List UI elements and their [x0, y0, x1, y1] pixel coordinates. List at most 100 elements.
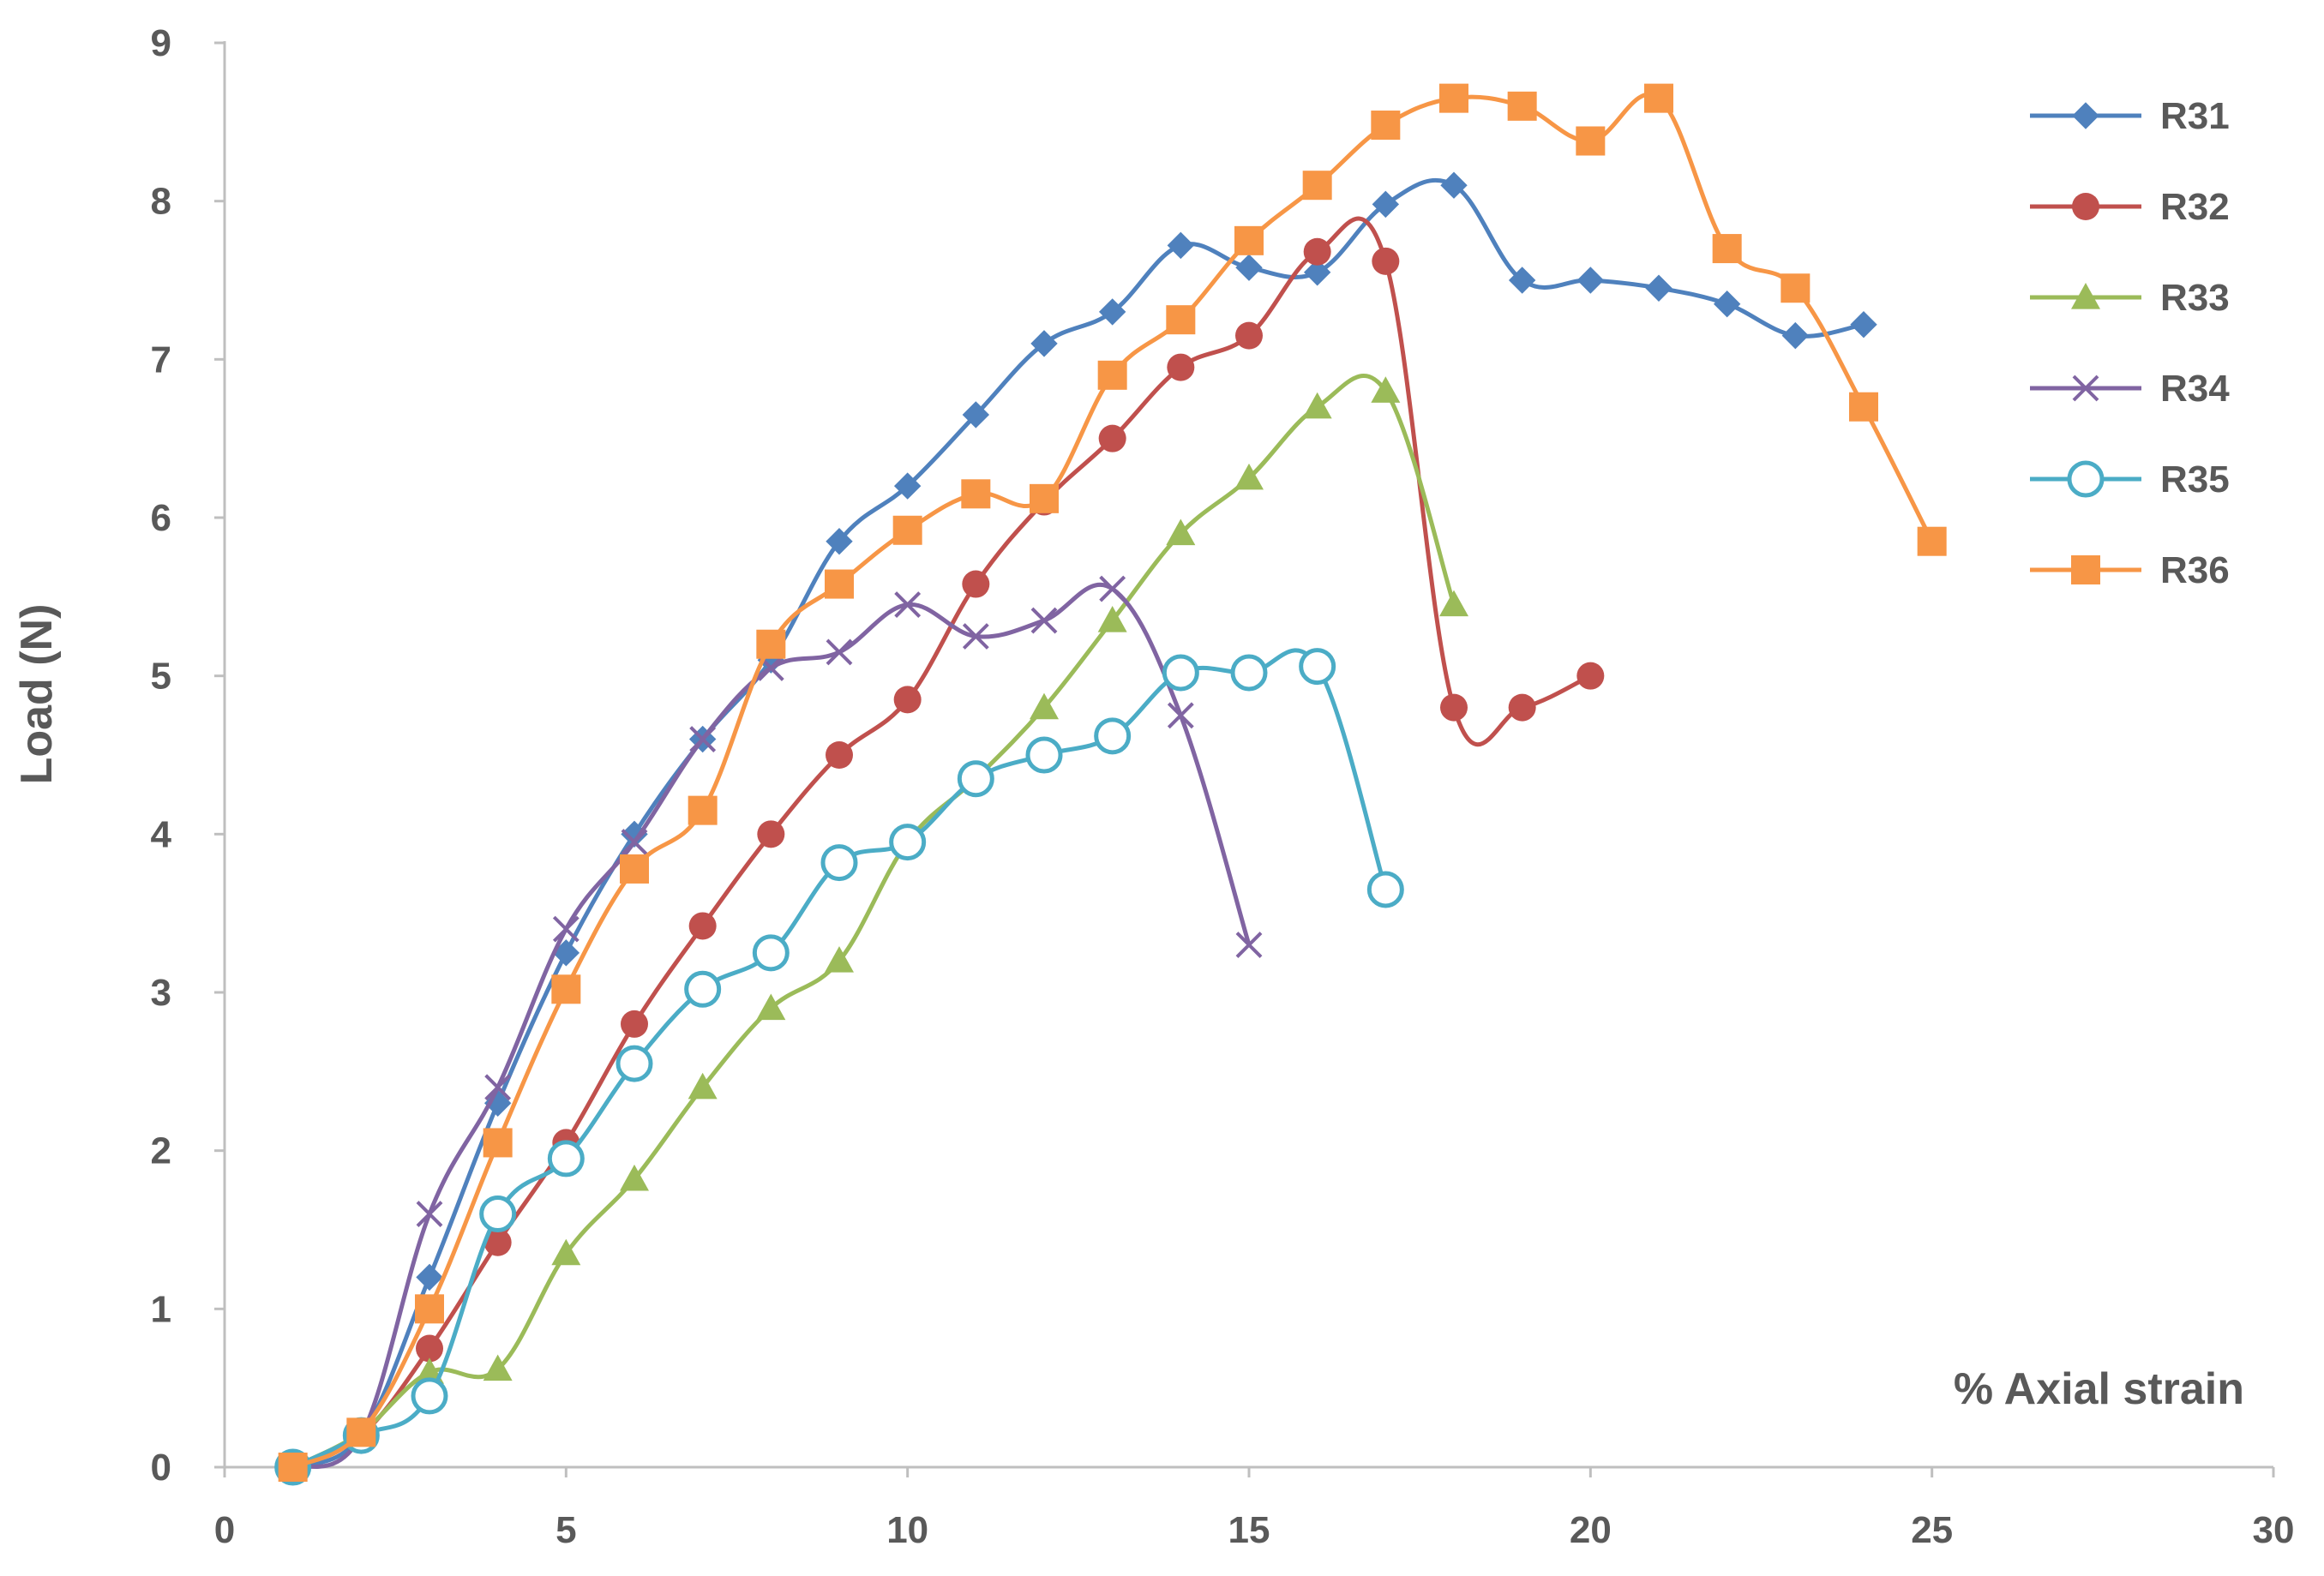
data-point-r36	[1507, 91, 1537, 121]
data-point-r33	[1439, 590, 1468, 617]
data-point-r34	[416, 1201, 443, 1227]
data-point-r31	[893, 472, 922, 500]
data-point-r36	[892, 515, 922, 545]
data-point-r31	[1030, 330, 1058, 357]
x-tick-label: 5	[555, 1509, 576, 1551]
data-point-r33	[1097, 606, 1127, 632]
data-point-r33	[1234, 463, 1264, 490]
legend-marker-r36	[2071, 555, 2100, 584]
data-point-r36	[278, 1453, 308, 1482]
data-point-r31	[1440, 171, 1468, 199]
data-point-r35	[684, 970, 722, 1008]
data-point-r34	[894, 591, 922, 618]
legend-marker-r31	[2072, 102, 2099, 129]
data-point-r32	[1303, 237, 1331, 266]
x-tick-label: 20	[1570, 1509, 1612, 1551]
data-point-r35	[1230, 654, 1268, 692]
series-line-r35	[291, 648, 1388, 1470]
data-point-r32	[1235, 321, 1263, 350]
data-point-r35	[479, 1195, 517, 1233]
data-point-r36	[961, 479, 991, 509]
data-point-r34	[1030, 607, 1058, 634]
legend-label-r32: R32	[2160, 186, 2230, 228]
data-point-r36	[483, 1128, 513, 1158]
y-tick-label: 8	[151, 181, 171, 223]
data-point-r36	[1234, 225, 1264, 255]
data-point-r35	[957, 760, 994, 798]
data-point-r35	[411, 1377, 448, 1415]
data-point-r35	[1366, 871, 1404, 908]
data-point-r32	[757, 820, 785, 848]
y-tick-label: 9	[151, 22, 171, 64]
data-point-r32	[483, 1228, 512, 1256]
legend: R31 R32 R33 R34 R35 R36	[2030, 95, 2230, 591]
data-point-r33	[688, 1072, 718, 1100]
data-point-r32	[1167, 353, 1195, 381]
data-point-r31	[1167, 231, 1195, 260]
series-r36	[278, 83, 1947, 1482]
data-point-r36	[1097, 360, 1127, 390]
x-tick-label: 10	[886, 1509, 928, 1551]
data-point-r31	[1508, 267, 1536, 294]
legend-label-r35: R35	[2160, 458, 2230, 500]
data-point-r34	[962, 623, 989, 650]
legend-item-r36: R36	[2030, 549, 2230, 591]
data-point-r35	[1025, 736, 1063, 774]
data-point-r31	[1713, 290, 1741, 318]
data-point-r34	[826, 638, 853, 666]
data-point-r35	[547, 1140, 585, 1178]
series-layer	[274, 83, 1947, 1486]
data-point-r34	[552, 915, 579, 943]
y-tick-label: 3	[151, 972, 171, 1014]
data-point-r33	[1302, 392, 1332, 419]
data-point-r36	[825, 569, 854, 599]
legend-item-r35: R35	[2030, 458, 2230, 500]
x-tick-label: 15	[1228, 1509, 1270, 1551]
x-axis-title: % Axial strain	[1954, 1364, 2244, 1414]
data-point-r36	[756, 629, 786, 659]
data-point-r34	[1099, 575, 1126, 602]
x-tick-label: 25	[1911, 1509, 1953, 1551]
x-tick-label: 30	[2253, 1509, 2295, 1551]
data-point-r32	[621, 1010, 648, 1038]
legend-marker-r33	[2071, 283, 2100, 309]
data-point-r34	[1235, 932, 1263, 959]
data-point-r36	[1917, 526, 1947, 556]
legend-item-r31: R31	[2030, 95, 2230, 137]
data-point-r35	[1299, 648, 1336, 686]
series-line-r36	[291, 92, 1935, 1470]
data-point-r35	[752, 934, 790, 972]
data-point-r31	[1781, 321, 1810, 350]
data-point-r32	[1576, 662, 1605, 690]
legend-label-r33: R33	[2160, 277, 2230, 319]
y-tick-label: 6	[151, 497, 171, 539]
legend-item-r32: R32	[2030, 186, 2230, 228]
legend-marker-r32	[2072, 193, 2099, 220]
data-point-r36	[551, 974, 581, 1004]
data-point-r33	[620, 1164, 649, 1191]
data-point-r36	[1371, 111, 1401, 141]
data-point-r36	[415, 1294, 444, 1324]
legend-marker-r34	[2072, 375, 2099, 402]
data-point-r36	[1302, 171, 1332, 201]
data-point-r35	[820, 844, 858, 882]
y-tick-label: 5	[151, 656, 171, 698]
data-point-r35	[889, 824, 927, 861]
data-point-r31	[1372, 190, 1400, 219]
data-point-r35	[616, 1045, 653, 1082]
data-point-r34	[689, 726, 717, 752]
y-tick-label: 2	[151, 1130, 171, 1172]
data-point-r32	[416, 1334, 443, 1363]
series-r32	[279, 216, 1605, 1481]
data-point-r32	[826, 741, 853, 769]
data-point-r36	[1849, 392, 1878, 422]
data-point-r36	[620, 854, 649, 884]
data-point-r34	[621, 829, 648, 855]
data-point-r32	[688, 912, 717, 940]
legend-label-r31: R31	[2160, 95, 2230, 137]
data-point-r32	[1508, 693, 1536, 722]
data-point-r36	[1030, 483, 1059, 513]
data-point-r31	[416, 1263, 443, 1291]
series-line-r33	[291, 374, 1456, 1470]
